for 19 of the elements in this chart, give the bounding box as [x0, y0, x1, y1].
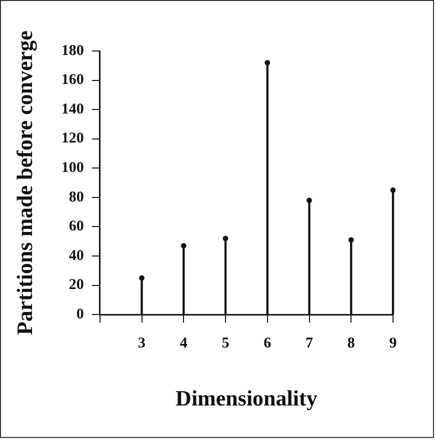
x-tick-label: 8: [347, 335, 355, 352]
y-tick-label: 60: [68, 218, 84, 235]
y-tick-label: 100: [61, 160, 84, 176]
x-tick-label: 7: [306, 335, 314, 352]
y-tick-label: 80: [68, 189, 84, 206]
x-tick-label: 3: [138, 335, 146, 352]
x-tick-label: 9: [389, 335, 397, 352]
y-tick-label: 160: [61, 72, 84, 88]
x-tick-label: 5: [222, 335, 230, 352]
y-tick-label: 0: [76, 306, 84, 322]
y-tick-label: 140: [61, 101, 84, 118]
y-tick-label: 20: [68, 277, 84, 294]
y-tick-label: 40: [68, 248, 84, 264]
y-tick-label: 180: [61, 42, 84, 59]
x-axis-title: Dimensionality: [176, 385, 318, 410]
x-tick-label: 4: [180, 335, 188, 352]
y-tick-label: 120: [61, 130, 84, 147]
x-tick-label: 6: [264, 335, 272, 352]
y-axis-title: Partitions made before converge: [12, 30, 37, 336]
